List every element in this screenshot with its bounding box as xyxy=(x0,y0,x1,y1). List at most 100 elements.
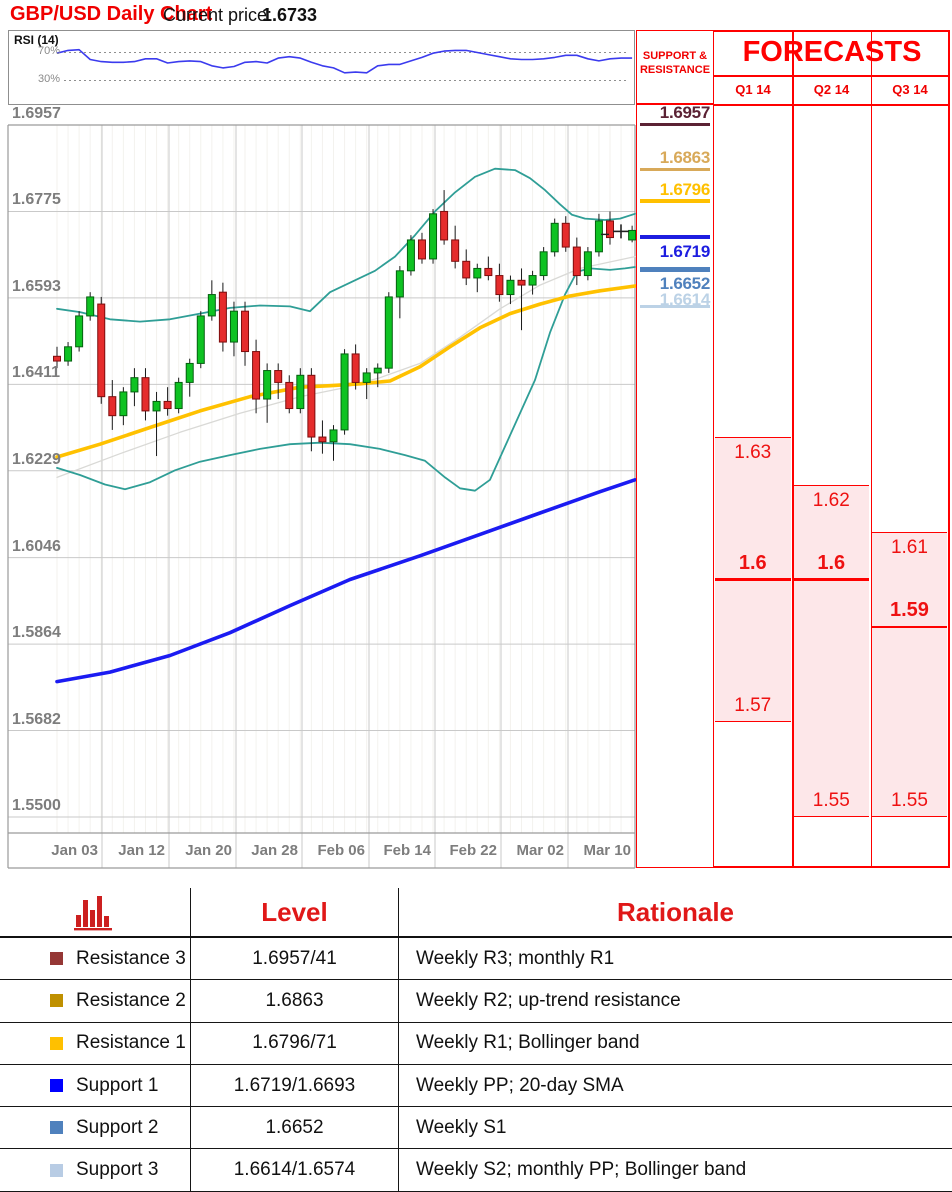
level-name-cell: Resistance 3 xyxy=(0,938,190,979)
forecast-low-Q2 14: 1.55 xyxy=(812,790,850,811)
level-name-cell: Resistance 1 xyxy=(0,1023,190,1064)
y-axis-tick-5: 1.6046 xyxy=(12,537,61,555)
level-color-swatch xyxy=(50,1036,63,1050)
level-name-cell: Support 3 xyxy=(0,1149,190,1190)
current-price-value: 1.6733 xyxy=(262,5,318,25)
x-axis-tick-3: Jan 28 xyxy=(251,842,298,859)
forecast-q1-header: Q1 14 xyxy=(735,82,771,97)
y-axis-tick-1: 1.6775 xyxy=(12,191,61,209)
y-axis-tick-6: 1.5864 xyxy=(12,624,61,642)
level-color-swatch xyxy=(50,1163,63,1177)
x-axis-tick-1: Jan 12 xyxy=(118,842,165,859)
forecast-high-Q3 14: 1.61 xyxy=(890,537,928,558)
forecast-hline-2 xyxy=(714,104,950,106)
levels-rationale-table: Level Rationale Resistance 3 1.6957/41 Wee… xyxy=(0,888,952,1192)
sr-level-line-1.6652 xyxy=(640,267,710,272)
rationale-cell: Weekly S2; monthly PP; Bollinger band xyxy=(398,1149,952,1191)
sr-level-value-1.6957: 1.6957 xyxy=(659,103,711,123)
level-value-cell: 1.6719/1.6693 xyxy=(190,1064,398,1107)
forecast-pivot-Q1 14: 1.6 xyxy=(738,551,767,574)
level-name-cell: Resistance 2 xyxy=(0,980,190,1021)
forecast-pivot-Q3 14: 1.59 xyxy=(889,599,929,621)
y-axis-tick-3: 1.6411 xyxy=(12,364,61,382)
forecast-band-Q3 14 xyxy=(872,532,947,817)
sr-level-value-1.6614: 1.6614 xyxy=(659,290,711,310)
rationale-cell: Weekly R3; monthly R1 xyxy=(398,938,952,980)
level-color-swatch xyxy=(50,952,63,966)
table-header-level: Level xyxy=(190,888,398,936)
y-axis-tick-2: 1.6593 xyxy=(12,277,61,295)
table-body: Resistance 3 1.6957/41 Weekly R3; monthly … xyxy=(0,938,952,1192)
rationale-cell: Weekly S1 xyxy=(398,1107,952,1149)
rationale-cell: Weekly R2; up-trend resistance xyxy=(398,980,952,1022)
sr-level-line-1.6614 xyxy=(640,304,710,308)
forecast-low-Q3 14: 1.55 xyxy=(890,790,928,811)
y-axis-tick-8: 1.5500 xyxy=(12,797,61,814)
sr-header-divider xyxy=(637,103,713,105)
forecast-q2-header: Q2 14 xyxy=(813,82,850,97)
forecast-vline-2 xyxy=(948,30,950,868)
table-icon-cell xyxy=(0,888,190,936)
sr-level-line-1.6863 xyxy=(640,167,710,171)
rsi-panel xyxy=(8,30,635,105)
forecast-band-Q2 14 xyxy=(793,484,869,817)
level-name-cell: Support 1 xyxy=(0,1065,190,1106)
forecast-vline-0 xyxy=(792,30,794,868)
bar-chart-icon xyxy=(74,896,112,931)
rsi-indicator-label: RSI (14) xyxy=(14,33,59,47)
forecast-q3-header: Q3 14 xyxy=(892,82,928,97)
current-price-label: Current price: xyxy=(163,5,273,25)
sr-level-value-1.6652: 1.6652 xyxy=(659,274,711,294)
forecast-pivot-Q2 14: 1.6 xyxy=(817,551,846,574)
forecast-vline-1 xyxy=(870,30,873,868)
table-header-rationale: Rationale xyxy=(398,888,952,936)
table-header-row: Level Rationale xyxy=(0,888,952,938)
x-axis-tick-4: Feb 06 xyxy=(317,842,365,859)
forecast-low-Q1 14: 1.57 xyxy=(734,695,772,716)
forecast-high-Q1 14: 1.63 xyxy=(734,442,772,463)
rationale-cell: Weekly R1; Bollinger band xyxy=(398,1022,952,1064)
x-axis-tick-7: Mar 02 xyxy=(516,842,564,859)
sr-level-line-1.6957 xyxy=(640,122,710,126)
level-value-cell: 1.6652 xyxy=(190,1107,398,1149)
forecast-hline-1 xyxy=(714,75,950,77)
level-value-cell: 1.6796/71 xyxy=(190,1022,398,1064)
rsi-oversold-label: 30% xyxy=(37,73,60,85)
forecast-hline-3 xyxy=(714,866,950,868)
sr-header-line1: SUPPORT & xyxy=(642,50,708,62)
sr-header-line2: RESISTANCE xyxy=(639,64,711,77)
level-value-cell: 1.6614/1.6574 xyxy=(190,1149,398,1191)
table-row-resistance-1: Resistance 1 1.6796/71 Weekly R1; Bollinge… xyxy=(0,1022,952,1065)
sr-level-line-1.6796 xyxy=(640,198,710,203)
forecast-pivot-line-Q3 14 xyxy=(872,625,947,629)
forecasts-title: FORECASTS xyxy=(742,36,922,68)
sr-level-value-1.6796: 1.6796 xyxy=(659,179,711,199)
support-resistance-header: SUPPORT & RESISTANCE xyxy=(637,49,713,78)
page-title: GBP/USD Daily Chart xyxy=(10,3,213,25)
level-color-swatch xyxy=(50,1121,63,1135)
table-row-resistance-2: Resistance 2 1.6863 Weekly R2; up-trend re… xyxy=(0,980,952,1023)
sr-level-value-1.6719: 1.6719 xyxy=(659,242,711,262)
forecast-hline-0 xyxy=(714,30,950,32)
rationale-cell: Weekly PP; 20-day SMA xyxy=(398,1064,952,1107)
x-axis-tick-0: Jan 03 xyxy=(51,842,98,859)
forecast-pivot-line-Q1 14 xyxy=(715,578,791,581)
x-axis-tick-6: Feb 22 xyxy=(449,842,497,859)
x-axis-tick-8: Mar 10 xyxy=(583,842,631,859)
table-row-resistance-3: Resistance 3 1.6957/41 Weekly R3; monthly … xyxy=(0,938,952,981)
rsi-overbought-label: 70% xyxy=(37,45,60,57)
level-value-cell: 1.6957/41 xyxy=(190,938,398,980)
y-axis-tick-4: 1.6229 xyxy=(12,450,61,468)
level-color-swatch xyxy=(50,994,63,1008)
sr-level-value-1.6863: 1.6863 xyxy=(659,148,711,167)
level-value-cell: 1.6863 xyxy=(190,980,398,1022)
table-row-support-1: Support 1 1.6719/1.6693 Weekly PP; 20-day … xyxy=(0,1064,952,1108)
table-row-support-3: Support 3 1.6614/1.6574 Weekly S2; monthly… xyxy=(0,1149,952,1192)
forecast-high-Q2 14: 1.62 xyxy=(812,489,850,511)
support-resistance-panel: SUPPORT & RESISTANCE 1.6957 1.6863 1.6796 1… xyxy=(636,30,714,868)
x-axis-tick-5: Feb 14 xyxy=(383,842,431,859)
level-color-swatch xyxy=(50,1079,63,1093)
y-axis-tick-7: 1.5682 xyxy=(12,710,61,728)
table-row-support-2: Support 2 1.6652 Weekly S1 xyxy=(0,1107,952,1150)
level-name-cell: Support 2 xyxy=(0,1107,190,1148)
